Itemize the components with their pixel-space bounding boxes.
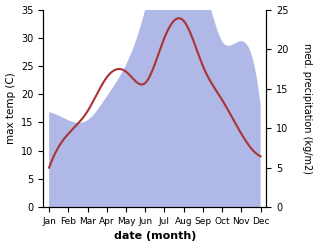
X-axis label: date (month): date (month) [114,231,196,242]
Y-axis label: max temp (C): max temp (C) [5,72,16,144]
Y-axis label: med. precipitation (kg/m2): med. precipitation (kg/m2) [302,43,313,174]
